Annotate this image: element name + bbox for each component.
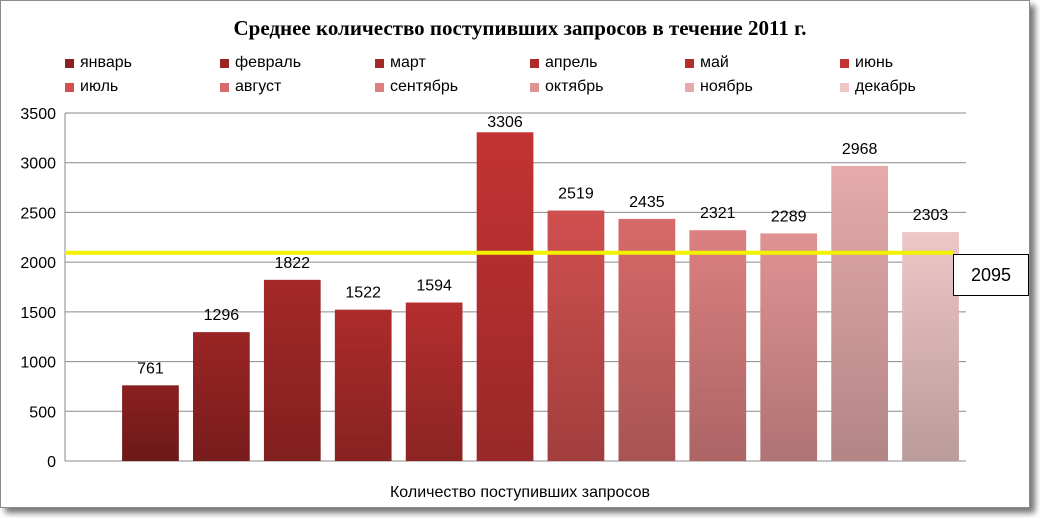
legend-label: май	[700, 54, 729, 71]
legend-swatch	[375, 82, 384, 92]
y-tick-label: 0	[47, 454, 56, 471]
bar	[193, 332, 250, 461]
y-tick-label: 500	[29, 404, 56, 421]
legend-swatch	[220, 58, 229, 68]
data-label: 1296	[204, 307, 240, 324]
chart-legend: январь февраль март апрель май июнь июль…	[65, 54, 995, 96]
bar	[902, 232, 959, 461]
data-label: 2321	[700, 205, 736, 222]
legend-label: июль	[80, 78, 119, 95]
x-axis-label: Количество поступивших запросов	[389, 484, 651, 501]
y-tick-label: 1000	[20, 355, 56, 372]
y-tick-label: 3000	[20, 156, 56, 173]
bar	[547, 210, 605, 461]
legend-label: март	[390, 54, 426, 71]
legend-swatch	[685, 82, 694, 92]
legend-label: январь	[80, 54, 132, 71]
legend-item: октябрь	[530, 78, 685, 96]
legend-swatch	[530, 82, 539, 92]
data-label: 2435	[629, 194, 665, 211]
legend-label: август	[235, 78, 282, 95]
legend-label: ноябрь	[700, 78, 753, 95]
y-tick-label: 3500	[20, 106, 56, 123]
average-callout: 2095	[953, 254, 1029, 296]
legend-swatch	[685, 58, 694, 68]
data-label: 2968	[842, 141, 878, 158]
data-label: 3306	[487, 114, 523, 131]
bar	[334, 309, 392, 461]
data-label: 1594	[416, 278, 452, 295]
bar	[618, 218, 676, 461]
bar	[263, 279, 321, 461]
legend-label: апрель	[545, 54, 598, 71]
legend-label: июнь	[855, 54, 894, 71]
legend-swatch	[840, 82, 849, 92]
legend-item: июль	[65, 78, 220, 96]
data-label: 761	[137, 360, 164, 377]
y-tick-label: 2500	[20, 205, 56, 222]
legend-item: декабрь	[840, 78, 995, 96]
y-tick-label: 1500	[20, 305, 56, 322]
legend-item: ноябрь	[685, 78, 840, 96]
legend-swatch	[840, 58, 849, 68]
legend-item: март	[375, 54, 530, 72]
legend-swatch	[220, 82, 229, 92]
legend-item: февраль	[220, 54, 375, 72]
data-label: 2519	[558, 186, 594, 203]
data-label: 2303	[913, 207, 949, 224]
legend-item: май	[685, 54, 840, 72]
legend-item: апрель	[530, 54, 685, 72]
chart-title: Среднее количество поступивших запросов …	[233, 16, 807, 40]
bar	[760, 233, 818, 461]
data-label: 1822	[274, 255, 310, 272]
legend-swatch	[530, 58, 539, 68]
legend-label: февраль	[235, 54, 302, 71]
legend-item: август	[220, 78, 375, 96]
legend-label: декабрь	[855, 78, 916, 95]
legend-item: сентябрь	[375, 78, 530, 96]
legend-label: октябрь	[545, 78, 604, 95]
bar	[122, 385, 179, 461]
legend-item: июнь	[840, 54, 995, 72]
bar	[831, 165, 888, 461]
data-label: 1522	[345, 285, 381, 302]
bar	[405, 302, 463, 461]
legend-swatch	[65, 58, 74, 68]
bar	[476, 132, 534, 462]
legend-swatch	[65, 82, 74, 92]
y-tick-label: 2000	[20, 255, 56, 272]
bar	[689, 230, 747, 461]
legend-swatch	[375, 58, 384, 68]
legend-label: сентябрь	[390, 78, 459, 95]
data-label: 2289	[771, 208, 807, 225]
legend-item: январь	[65, 54, 220, 72]
